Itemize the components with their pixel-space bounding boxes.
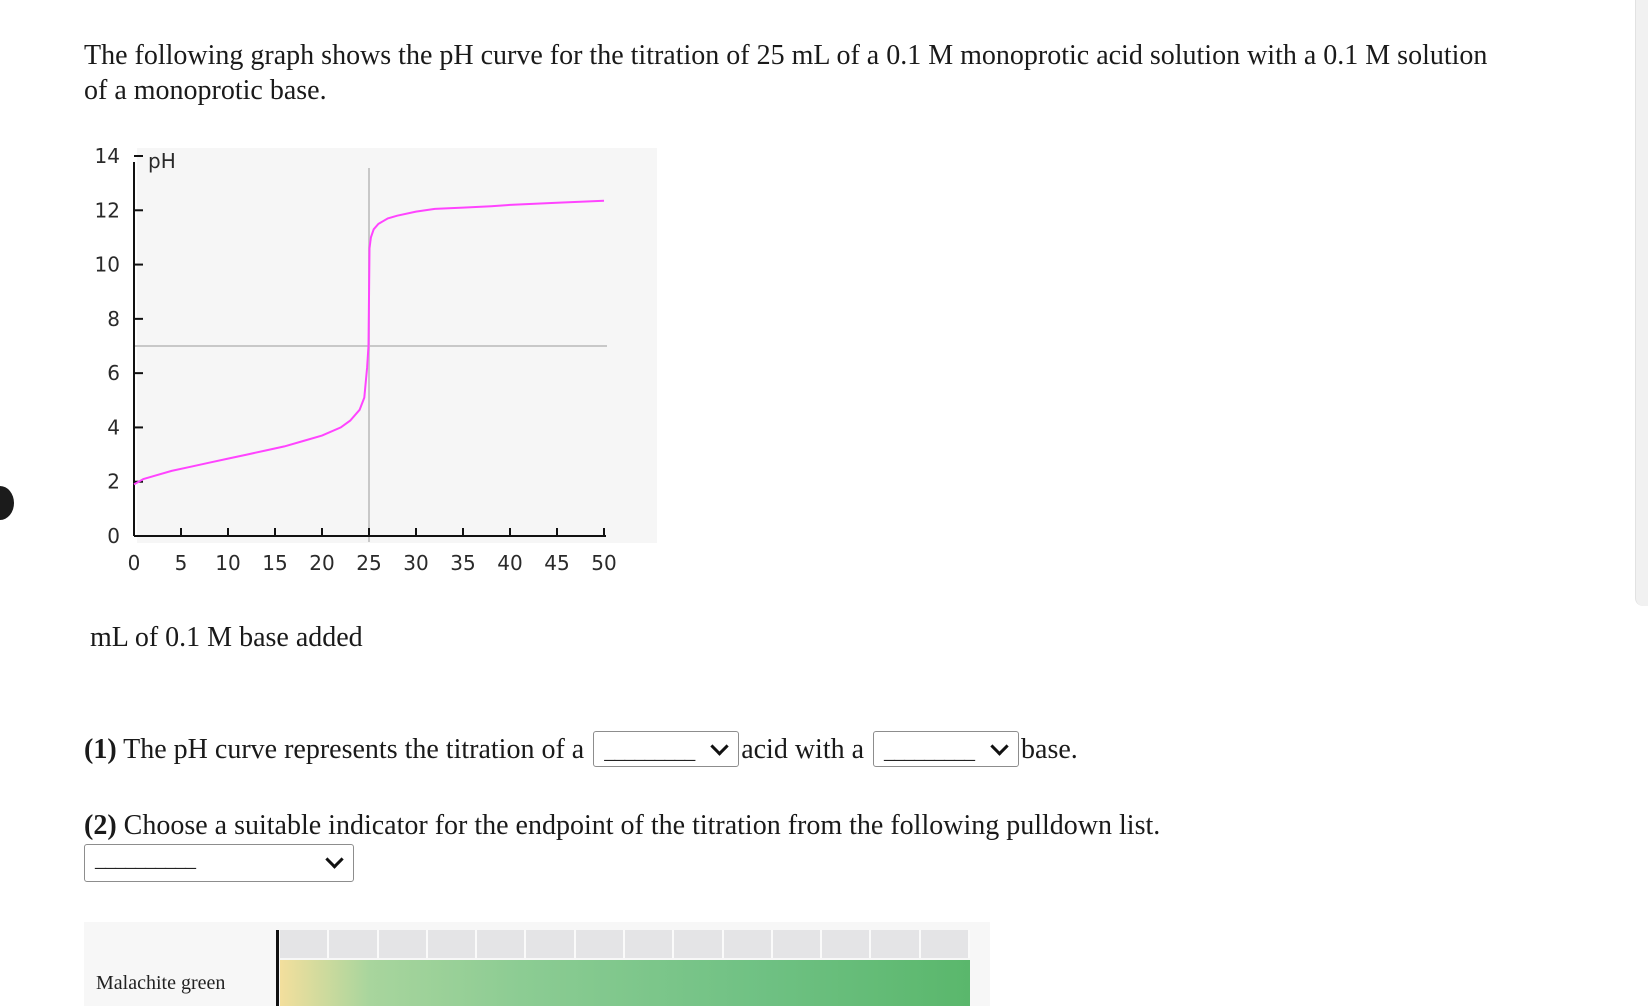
indicator-axis-line — [276, 930, 279, 1006]
chevron-down-icon — [325, 850, 344, 869]
y-tick-label: 12 — [95, 198, 120, 222]
scrollbar[interactable] — [1635, 0, 1648, 606]
y-tick-label: 4 — [107, 415, 120, 439]
y-tick-label: 2 — [107, 470, 120, 494]
q2-text: Choose a suitable indicator for the endp… — [116, 810, 1161, 841]
question-2: (2) Choose a suitable indicator for the … — [84, 808, 1160, 844]
chevron-down-icon — [710, 736, 729, 756]
q1-number: (1) — [84, 734, 117, 765]
q1-text-a: The pH curve represents the titration of… — [116, 734, 585, 765]
indicator-select-value: __________ — [95, 846, 196, 871]
y-tick-label: 14 — [95, 144, 120, 168]
q1-text-c: base. — [1021, 734, 1078, 765]
x-tick-label: 25 — [356, 551, 381, 575]
question-1: (1) The pH curve represents the titratio… — [84, 730, 1078, 770]
indicator-name: Malachite green — [96, 972, 226, 994]
base-strength-value: _________ — [884, 737, 975, 763]
x-tick-label: 30 — [403, 551, 428, 575]
chevron-down-icon — [990, 736, 1009, 756]
x-tick-label: 10 — [215, 551, 240, 575]
y-tick-label: 10 — [95, 253, 120, 277]
base-strength-select[interactable]: _________ — [873, 730, 1020, 767]
x-axis-label: mL of 0.1 M base added — [90, 622, 363, 653]
x-tick-label: 15 — [262, 551, 287, 575]
titration-chart: 0 2 4 6 8 10 12 14 0 5 10 15 20 25 30 35 40 45 50 pH — [95, 144, 657, 575]
indicator-color-band — [280, 960, 970, 1006]
x-tick-label: 5 — [175, 551, 188, 575]
question-intro: The following graph shows the pH curve f… — [84, 40, 1488, 106]
x-tick-label: 50 — [591, 551, 616, 575]
q2-number: (2) — [84, 810, 117, 841]
y-tick-label: 8 — [107, 307, 120, 331]
x-tick-label: 20 — [309, 551, 334, 575]
indicator-select[interactable]: __________ — [84, 844, 354, 882]
x-tick-label: 0 — [128, 551, 141, 575]
y-tick-label: 0 — [107, 524, 120, 548]
x-tick-label: 40 — [497, 551, 522, 575]
indicator-range-chart: Malachite green — [84, 922, 990, 1006]
y-axis-label: pH — [148, 149, 176, 173]
acid-strength-value: _________ — [604, 737, 695, 763]
indicator-scale-grid — [280, 930, 970, 958]
y-tick-label: 6 — [107, 361, 120, 385]
q1-text-b: acid with a — [741, 734, 865, 765]
x-tick-label: 45 — [544, 551, 569, 575]
x-tick-label: 35 — [450, 551, 475, 575]
ph-curve — [133, 199, 605, 486]
acid-strength-select[interactable]: _________ — [593, 730, 740, 767]
edge-marker — [0, 486, 14, 520]
